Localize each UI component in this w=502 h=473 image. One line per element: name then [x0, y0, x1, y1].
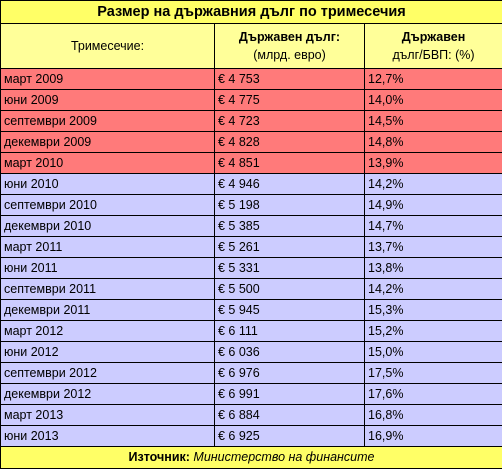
ratio-cell: 13,9% — [363, 152, 502, 174]
quarter-cell: септември 2011 — [0, 278, 215, 300]
table-title: Размер на държавния дълг по тримесечия — [0, 0, 502, 24]
ratio-cell: 13,8% — [363, 257, 502, 279]
debt-cell: € 6 925 — [214, 425, 365, 447]
debt-cell: € 4 946 — [214, 173, 365, 195]
table-row: септември 2011 € 5 500 14,2% — [0, 278, 502, 300]
ratio-cell: 14,7% — [363, 215, 502, 237]
quarter-cell: юни 2012 — [0, 341, 215, 363]
quarter-cell: март 2011 — [0, 236, 215, 258]
debt-cell: € 6 884 — [214, 404, 365, 426]
ratio-cell: 15,0% — [363, 341, 502, 363]
debt-cell: € 4 753 — [214, 68, 365, 90]
source-name: Министерство на финансите — [193, 450, 375, 464]
ratio-cell: 17,6% — [363, 383, 502, 405]
debt-cell: € 5 945 — [214, 299, 365, 321]
ratio-cell: 14,2% — [363, 278, 502, 300]
header-ratio-line2: дълг/БВП: (%) — [392, 48, 475, 62]
debt-cell: € 5 261 — [214, 236, 365, 258]
table-row: март 2013 € 6 884 16,8% — [0, 404, 502, 426]
table-row: юни 2012 € 6 036 15,0% — [0, 341, 502, 363]
table-row: септември 2010 € 5 198 14,9% — [0, 194, 502, 216]
table-row: юни 2013 € 6 925 16,9% — [0, 425, 502, 447]
ratio-cell: 16,8% — [363, 404, 502, 426]
table-row: юни 2009 € 4 775 14,0% — [0, 89, 502, 111]
quarter-cell: декември 2009 — [0, 131, 215, 153]
header-quarter-label: Тримесечие: — [70, 39, 145, 53]
ratio-cell: 14,5% — [363, 110, 502, 132]
header-quarter: Тримесечие: — [0, 23, 215, 69]
quarter-cell: септември 2012 — [0, 362, 215, 384]
ratio-cell: 14,8% — [363, 131, 502, 153]
ratio-cell: 14,2% — [363, 173, 502, 195]
header-debt-line2: (млрд. евро) — [253, 48, 326, 62]
quarter-cell: декември 2011 — [0, 299, 215, 321]
table-row: декември 2010 € 5 385 14,7% — [0, 215, 502, 237]
quarter-cell: март 2012 — [0, 320, 215, 342]
table-row: декември 2012 € 6 991 17,6% — [0, 383, 502, 405]
ratio-cell: 17,5% — [363, 362, 502, 384]
table-row: септември 2012 € 6 976 17,5% — [0, 362, 502, 384]
quarter-cell: декември 2010 — [0, 215, 215, 237]
table-row: декември 2011 € 5 945 15,3% — [0, 299, 502, 321]
source-note: Източник: Министерство на финансите — [0, 446, 502, 469]
table-row: юни 2010 € 4 946 14,2% — [0, 173, 502, 195]
header-debt-line1: Държавен дълг: — [238, 30, 341, 44]
debt-cell: € 5 385 — [214, 215, 365, 237]
footer-row: Източник: Министерство на финансите — [0, 446, 502, 469]
quarter-cell: септември 2010 — [0, 194, 215, 216]
debt-cell: € 5 331 — [214, 257, 365, 279]
quarter-cell: март 2013 — [0, 404, 215, 426]
title-row: Размер на държавния дълг по тримесечия — [0, 0, 502, 24]
ratio-cell: 12,7% — [363, 68, 502, 90]
debt-cell: € 6 976 — [214, 362, 365, 384]
debt-cell: € 4 828 — [214, 131, 365, 153]
ratio-cell: 15,2% — [363, 320, 502, 342]
ratio-cell: 13,7% — [363, 236, 502, 258]
table-row: юни 2011 € 5 331 13,8% — [0, 257, 502, 279]
debt-cell: € 4 775 — [214, 89, 365, 111]
ratio-cell: 15,3% — [363, 299, 502, 321]
debt-cell: € 5 198 — [214, 194, 365, 216]
table-body: март 2009 € 4 753 12,7% юни 2009 € 4 775 14,0… — [0, 68, 502, 447]
quarter-cell: март 2010 — [0, 152, 215, 174]
debt-cell: € 6 991 — [214, 383, 365, 405]
header-debt: Държавен дълг: (млрд. евро) — [214, 23, 365, 69]
debt-cell: € 6 036 — [214, 341, 365, 363]
quarter-cell: март 2009 — [0, 68, 215, 90]
quarter-cell: юни 2009 — [0, 89, 215, 111]
header-ratio: Държавен дълг/БВП: (%) — [363, 23, 502, 69]
quarter-cell: юни 2011 — [0, 257, 215, 279]
quarter-cell: септември 2009 — [0, 110, 215, 132]
table-row: септември 2009 € 4 723 14,5% — [0, 110, 502, 132]
ratio-cell: 14,0% — [363, 89, 502, 111]
debt-cell: € 5 500 — [214, 278, 365, 300]
header-ratio-line1: Държавен — [401, 30, 466, 44]
table-row: март 2010 € 4 851 13,9% — [0, 152, 502, 174]
table-row: март 2012 € 6 111 15,2% — [0, 320, 502, 342]
header-row: Тримесечие: Държавен дълг: (млрд. евро) … — [0, 23, 502, 69]
ratio-cell: 16,9% — [363, 425, 502, 447]
source-label: Източник: — [128, 450, 190, 464]
quarter-cell: юни 2013 — [0, 425, 215, 447]
ratio-cell: 14,9% — [363, 194, 502, 216]
quarter-cell: декември 2012 — [0, 383, 215, 405]
debt-cell: € 4 723 — [214, 110, 365, 132]
debt-cell: € 6 111 — [214, 320, 365, 342]
table-row: март 2011 € 5 261 13,7% — [0, 236, 502, 258]
table-row: март 2009 € 4 753 12,7% — [0, 68, 502, 90]
quarter-cell: юни 2010 — [0, 173, 215, 195]
table-row: декември 2009 € 4 828 14,8% — [0, 131, 502, 153]
debt-cell: € 4 851 — [214, 152, 365, 174]
